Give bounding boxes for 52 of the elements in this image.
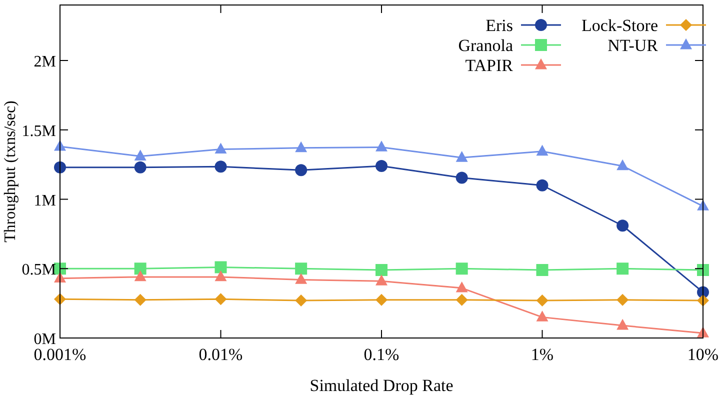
point xyxy=(616,318,629,330)
y-tick-label: 0M xyxy=(34,331,56,348)
point xyxy=(295,273,308,284)
point xyxy=(376,274,388,286)
point xyxy=(214,160,227,173)
y-tick-label: 1.5M xyxy=(22,122,56,140)
point xyxy=(536,179,548,192)
x-tick-label: 0.001% xyxy=(34,345,86,364)
point xyxy=(134,161,146,174)
point xyxy=(376,264,388,276)
point xyxy=(295,294,308,307)
point xyxy=(456,172,468,184)
y-tick-label: 2M xyxy=(34,54,56,70)
point xyxy=(134,262,146,275)
legend-label: Eris xyxy=(486,16,513,35)
point xyxy=(456,281,468,292)
point xyxy=(134,270,146,282)
legend-label: NT-UR xyxy=(608,36,659,55)
point xyxy=(616,220,629,232)
point xyxy=(295,141,308,152)
point xyxy=(134,294,146,306)
point xyxy=(295,262,308,275)
legend-label: TAPIR xyxy=(465,56,514,75)
point xyxy=(295,164,308,176)
point xyxy=(456,294,468,306)
point xyxy=(214,142,227,154)
point xyxy=(54,161,66,174)
point xyxy=(376,294,388,306)
point xyxy=(214,261,227,274)
point xyxy=(456,151,468,162)
legend-label: Granola xyxy=(458,36,514,55)
legend-label: Lock-Store xyxy=(582,16,658,35)
x-tick-label: 1% xyxy=(530,345,554,364)
point xyxy=(616,294,629,306)
point xyxy=(456,262,468,275)
y-axis-title: Throughput (txns/sec) xyxy=(2,100,19,242)
y-tick-label: 1M xyxy=(34,192,56,210)
point xyxy=(536,264,548,276)
point xyxy=(214,270,227,282)
point xyxy=(616,262,629,275)
point xyxy=(536,310,548,322)
point xyxy=(134,150,146,160)
point xyxy=(616,159,629,170)
point xyxy=(376,140,388,152)
point xyxy=(214,293,227,306)
x-tick-label: 0.1% xyxy=(364,345,400,364)
x-axis-title: Simulated Drop Rate xyxy=(310,376,454,395)
point xyxy=(536,144,548,156)
x-tick-label: 10% xyxy=(687,345,719,364)
point xyxy=(376,160,388,172)
x-tick-label: 0.01% xyxy=(198,345,243,364)
point xyxy=(536,294,548,307)
